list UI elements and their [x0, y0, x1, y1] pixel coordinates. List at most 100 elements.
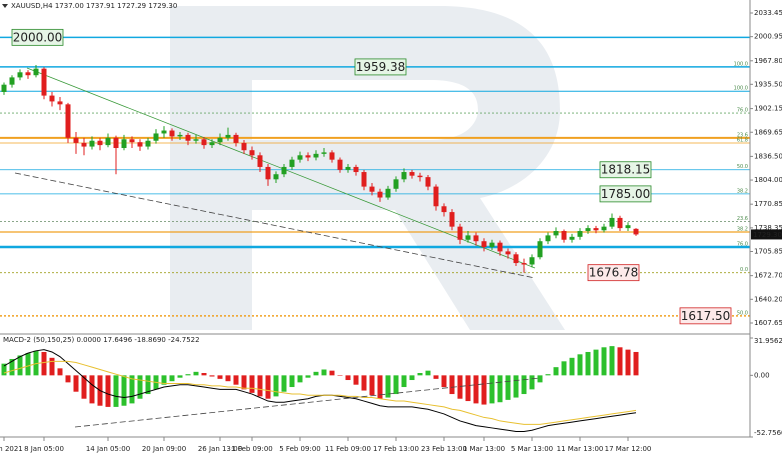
level-box-bg	[587, 264, 640, 282]
candle-body	[585, 228, 591, 232]
y-tick-label: 1869.65	[754, 128, 782, 136]
level-box: 1617.50	[679, 307, 732, 325]
histogram-bar	[633, 351, 639, 376]
histogram-bar	[193, 371, 199, 376]
fib-label: 23.6	[737, 216, 748, 222]
x-tick-label: 5 Feb 09:00	[279, 445, 320, 453]
candle-body	[537, 241, 543, 258]
candle-body	[65, 104, 71, 138]
macd-title: MACD-2 (50,150,25) 0.0000 17.6496 -18.86…	[3, 336, 200, 344]
histogram-bar	[417, 373, 423, 376]
fib-label: 23.6	[737, 132, 748, 138]
histogram-bar	[345, 375, 351, 381]
histogram-bar	[241, 375, 247, 390]
level-box-bg	[354, 58, 407, 76]
menu-arrow	[2, 4, 8, 8]
histogram-bar	[217, 375, 223, 379]
histogram-bar	[529, 375, 535, 390]
histogram-bar	[465, 375, 471, 402]
candle-body	[529, 257, 535, 265]
candle-body	[305, 155, 311, 158]
candle-body	[497, 242, 503, 252]
histogram-bar	[321, 369, 327, 376]
candle-body	[337, 159, 343, 170]
histogram-bar	[265, 375, 271, 399]
fib-label: 76.0	[737, 108, 748, 114]
histogram-bar	[457, 375, 463, 399]
histogram-bar	[1, 363, 7, 376]
y-tick-label: 1935.50	[754, 80, 782, 88]
x-tick-label: 11 Mar 13:00	[557, 445, 604, 453]
histogram-bar	[369, 375, 375, 396]
candle-body	[561, 231, 567, 240]
level-box: 1818.15	[599, 161, 652, 179]
candle-body	[513, 254, 519, 264]
candle-body	[425, 177, 431, 187]
candle-body	[417, 175, 423, 178]
candle-body	[505, 251, 511, 255]
histogram-bar	[585, 351, 591, 376]
x-tick-label: 26 Jan 13:00	[198, 445, 242, 453]
y-tick-label: 1607.65	[754, 319, 782, 327]
trend-line	[26, 67, 536, 269]
fib-label: 0.0	[740, 267, 748, 273]
x-tick-label: 17 Mar 12:00	[605, 445, 652, 453]
candle-body	[241, 142, 247, 151]
histogram-bar	[497, 375, 503, 403]
x-tick-label: 17 Feb 13:00	[373, 445, 419, 453]
histogram-bar	[425, 370, 431, 376]
level-label: 1818.15	[601, 163, 651, 177]
level-label: 1959.38	[356, 60, 406, 74]
x-tick-label: 5 Mar 13:00	[511, 445, 553, 453]
histogram-bar	[209, 375, 215, 377]
histogram-bar	[353, 375, 359, 385]
histogram-bar	[409, 375, 415, 381]
y-tick-label: 2000.95	[754, 33, 782, 41]
histogram-bar	[441, 375, 447, 388]
histogram-bar	[361, 375, 367, 391]
level-box-bg	[599, 161, 652, 179]
candle-body	[9, 77, 15, 85]
candle-body	[201, 139, 207, 146]
candle-body	[313, 153, 319, 158]
candle-body	[401, 172, 407, 180]
fib-label: 76.0	[737, 242, 748, 248]
candle-body	[329, 152, 335, 160]
level-box-bg	[599, 185, 652, 203]
candle-body	[81, 142, 87, 147]
histogram-bar	[185, 374, 191, 376]
histogram-bar	[513, 375, 519, 398]
candle-body	[457, 226, 463, 240]
histogram-bar	[449, 375, 455, 395]
histogram-bar	[281, 375, 287, 392]
x-tick-label: 8 Jan 05:00	[24, 445, 64, 453]
x-tick-label: 1 Feb 09:00	[231, 445, 272, 453]
level-box: 1676.78	[587, 264, 640, 282]
histogram-bar	[9, 358, 15, 376]
level-label: 1785.00	[601, 187, 651, 201]
histogram-bar	[609, 346, 615, 376]
histogram-bar	[233, 375, 239, 385]
candle-body	[89, 140, 95, 147]
candle-body	[353, 166, 359, 173]
candle-body	[209, 142, 215, 146]
histogram-bar	[329, 370, 335, 376]
histogram-bar	[57, 368, 63, 376]
candle-body	[633, 228, 639, 235]
candle-body	[1, 84, 7, 92]
x-tick-label: 23 Feb 13:00	[421, 445, 467, 453]
histogram-bar	[577, 354, 583, 376]
candle-body	[33, 68, 39, 76]
macd-trend-line	[74, 377, 541, 428]
level-label: 1617.50	[681, 309, 731, 323]
candle-body	[521, 263, 527, 265]
fib-label: 50.0	[737, 164, 748, 170]
candle-body	[577, 231, 583, 237]
candle-body	[385, 188, 391, 198]
fib-label: 100.0	[734, 86, 748, 92]
histogram-bar	[521, 375, 527, 395]
x-tick-label: 4 Jan 2021	[0, 445, 23, 453]
histogram-bar	[401, 375, 407, 388]
histogram-bar	[257, 375, 263, 397]
